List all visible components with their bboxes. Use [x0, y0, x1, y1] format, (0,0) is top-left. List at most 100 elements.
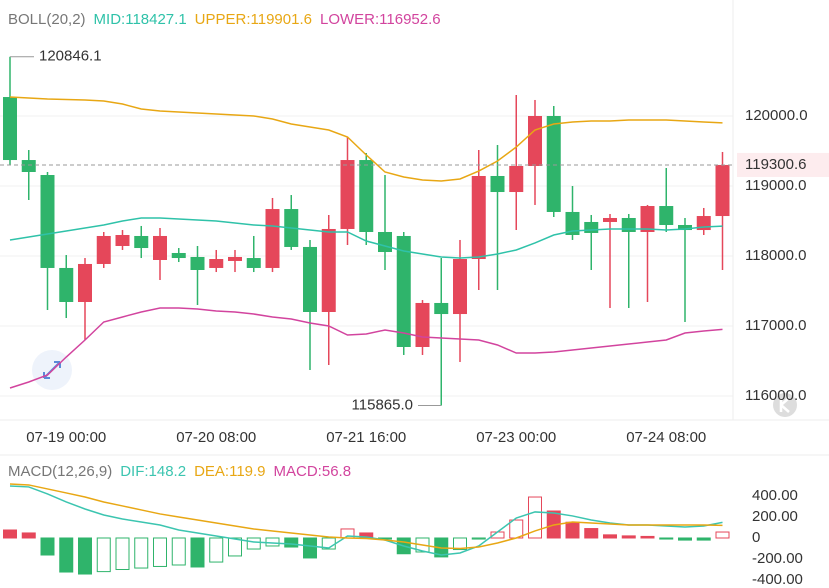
y-tick-label: 119000.0 — [745, 177, 806, 194]
candle-body — [321, 228, 336, 312]
candle-body — [509, 165, 524, 193]
candle-body — [21, 160, 36, 172]
legend-entry: LOWER:116952.6 — [320, 11, 441, 28]
candle-body — [528, 116, 542, 166]
macd-bar — [40, 537, 55, 556]
macd-bar — [21, 532, 36, 539]
candle-body — [171, 252, 186, 259]
candle-body — [40, 175, 55, 268]
y-tick-label: 117000.0 — [745, 317, 806, 334]
y-tick-label: -400.00 — [752, 571, 803, 588]
macd-bar — [115, 537, 130, 571]
macd-bar — [59, 537, 74, 573]
candle-body — [3, 97, 17, 161]
candle-body — [246, 258, 261, 268]
candle-body — [453, 259, 467, 315]
candle-body — [96, 235, 111, 264]
low-label: 115865.0 — [352, 396, 413, 413]
candle-body — [59, 267, 74, 302]
candle-body — [546, 116, 561, 212]
y-tick-label: 116000.0 — [745, 387, 806, 404]
y-tick-label: 0 — [752, 529, 760, 546]
candle-body — [640, 206, 655, 232]
candle-body — [115, 235, 130, 246]
candle-body — [340, 160, 355, 229]
x-tick-label: 07-21 16:00 — [326, 429, 406, 446]
macd-line — [9, 485, 723, 556]
candle-body — [678, 224, 692, 231]
y-tick-label: 400.00 — [752, 487, 798, 504]
macd-bar — [171, 537, 186, 566]
last-price-box — [737, 152, 829, 177]
macd-bar — [565, 521, 580, 539]
indicator-title: BOLL(20,2) — [8, 11, 86, 28]
last-price-label: 119300.6 — [745, 156, 806, 173]
candle-body — [490, 175, 505, 193]
candle-body — [471, 175, 486, 260]
x-tick-label: 07-19 00:00 — [26, 429, 106, 446]
legend-entry: UPPER:119901.6 — [195, 11, 312, 28]
macd-bar — [209, 537, 224, 563]
y-tick-label: 118000.0 — [745, 247, 806, 264]
candle-body — [134, 235, 149, 249]
x-tick-label: 07-24 08:00 — [626, 429, 706, 446]
macd-bar — [640, 535, 655, 539]
macd-bar — [471, 537, 486, 540]
candle-body — [396, 235, 411, 347]
candle-body — [584, 221, 599, 233]
macd-bar — [584, 528, 599, 539]
y-tick-label: 120000.0 — [745, 107, 808, 124]
macd-bar — [696, 537, 711, 541]
macd-bar — [284, 537, 299, 548]
macd-bar — [528, 496, 542, 539]
candle-body — [621, 217, 636, 232]
candle-body — [659, 206, 674, 225]
candle-body — [78, 263, 92, 302]
macd-bar — [715, 531, 730, 539]
y-tick-label: 200.00 — [752, 508, 798, 525]
macd-bar — [153, 537, 167, 567]
candle-body — [378, 231, 392, 253]
legend-entry: DEA:119.9 — [194, 463, 265, 480]
legend-entry: MID:118427.1 — [94, 11, 187, 28]
macd-bar — [78, 537, 92, 575]
macd-bar — [228, 537, 242, 557]
macd-bar — [453, 537, 467, 551]
candle-body — [415, 302, 430, 347]
candle-body — [190, 256, 205, 270]
legend-entry: MACD:56.8 — [274, 463, 352, 480]
indicator-title: MACD(12,26,9) — [8, 463, 112, 480]
macd-bar — [303, 537, 317, 559]
macd-bar — [190, 537, 205, 568]
y-tick-label: -200.00 — [752, 550, 803, 567]
candle-body — [434, 302, 449, 315]
candle-body — [265, 209, 280, 268]
boll-line — [9, 307, 723, 389]
x-tick-label: 07-20 08:00 — [176, 429, 256, 446]
macd-bar — [3, 529, 17, 539]
high-label: 120846.1 — [39, 48, 102, 65]
macd-bar — [509, 519, 524, 539]
x-tick-label: 07-23 00:00 — [476, 429, 556, 446]
macd-bar — [134, 537, 149, 569]
candle-body — [303, 246, 317, 312]
candle-body — [228, 256, 242, 261]
macd-bar — [265, 537, 280, 547]
candle-body — [359, 160, 374, 232]
candle-body — [715, 164, 730, 217]
logo — [773, 393, 797, 417]
boll-line — [9, 217, 723, 259]
macd-header: MACD(12,26,9) DIF:148.2 DEA:119.9 MACD:56.8 — [8, 463, 351, 480]
macd-bar — [659, 537, 674, 540]
macd-bar — [246, 537, 261, 550]
boll-line — [9, 96, 723, 182]
macd-bar — [621, 535, 636, 539]
macd-line — [9, 483, 723, 550]
macd-bar — [603, 534, 617, 539]
boll-header: BOLL(20,2) MID:118427.1 UPPER:119901.6 LOWE… — [8, 11, 441, 28]
legend-entry: DIF:148.2 — [120, 463, 186, 480]
candle-body — [565, 211, 580, 235]
candle-body — [603, 217, 617, 222]
